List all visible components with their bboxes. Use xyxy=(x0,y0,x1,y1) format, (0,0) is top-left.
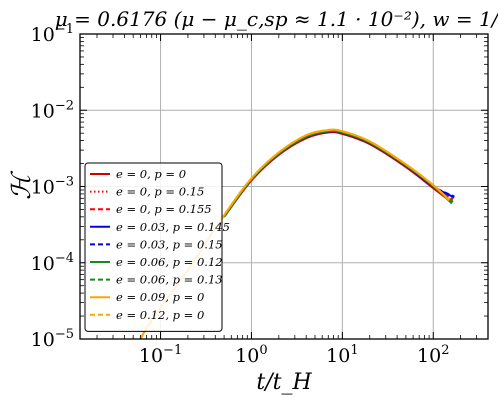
x-tick-label: 10−1 xyxy=(139,343,182,367)
legend-label-7: e = 0.06, p = 0.13 xyxy=(116,273,223,287)
legend-label-8: e = 0.09, p = 0 xyxy=(116,290,204,304)
y-tick-label: 10−2 xyxy=(31,98,74,122)
tick-group: 10−1 100 101 102 10−5 10−4 10−3 10−2 10−1 xyxy=(31,22,489,367)
x-tick-label: 102 xyxy=(417,343,449,367)
legend: e = 0, p = 0 e = 0, p = 0.15 e = 0, p = 0.… xyxy=(84,162,230,332)
legend-label-6: e = 0.06, p = 0.12 xyxy=(116,255,223,269)
x-tick-label: 100 xyxy=(235,343,267,367)
y-tick-label: 10−3 xyxy=(31,175,74,199)
chart-title: μ = 0.6176 (μ − μ_c,sp ≈ 1.1 · 10⁻²), w … xyxy=(55,7,498,31)
y-tick-label: 10−1 xyxy=(31,22,74,46)
legend-label-4: e = 0.03, p = 0.145 xyxy=(116,220,230,234)
y-axis-label: ℋ xyxy=(7,170,37,200)
y-tick-label: 10−4 xyxy=(31,251,74,275)
x-axis-label: t/t_H xyxy=(256,370,312,395)
plot-frame xyxy=(79,33,489,340)
y-tick-label: 10−5 xyxy=(31,327,74,351)
legend-label-2: e = 0, p = 0.15 xyxy=(116,185,204,199)
legend-label-5: e = 0.03, p = 0.15 xyxy=(116,237,223,251)
legend-label-1: e = 0, p = 0 xyxy=(116,167,186,181)
legend-label-3: e = 0, p = 0.155 xyxy=(116,202,212,216)
x-tick-label: 101 xyxy=(326,343,358,367)
legend-label-9: e = 0.12, p = 0 xyxy=(116,308,204,322)
legend-box xyxy=(84,162,223,332)
